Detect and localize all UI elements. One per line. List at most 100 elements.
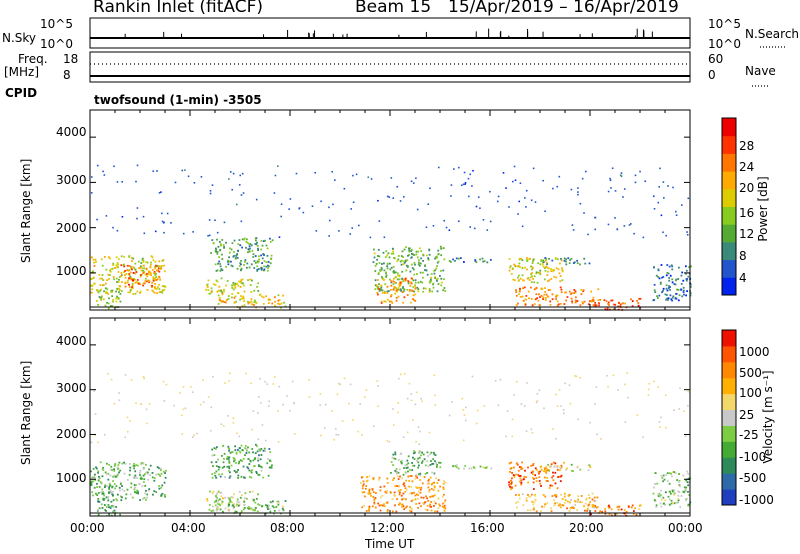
velocity-echo-pixel [254, 501, 257, 504]
power-echo-pixel [515, 294, 518, 297]
velocity-echo-pixel [241, 460, 244, 462]
power-echo-pixel [128, 286, 131, 288]
velocity-echo-pixel [433, 486, 436, 489]
power-echo-pixel [250, 298, 253, 301]
power-echo-pixel [542, 296, 545, 299]
velocity-echo-pixel [373, 503, 376, 506]
power-echo-pixel [153, 272, 155, 275]
velocity-echo-pixel [114, 475, 117, 478]
velocity-echo-pixel [604, 510, 607, 513]
velocity-echo-pixel [123, 461, 125, 464]
power-scatter-point [163, 231, 165, 234]
power-echo-pixel [402, 286, 404, 288]
velocity-echo-pixel [243, 503, 246, 506]
velocity-echo-pixel [396, 485, 398, 487]
power-echo-pixel [406, 294, 409, 296]
power-echo-pixel [255, 301, 257, 304]
velocity-echo-pixel [553, 499, 555, 502]
power-echo-pixel [531, 268, 533, 271]
velocity-echo-pixel [428, 489, 431, 491]
power-echo-pixel [263, 269, 265, 272]
power-echo-pixel [376, 258, 379, 261]
velocity-echo-pixel [128, 473, 131, 476]
velocity-echo-pixel [369, 492, 372, 495]
velocity-echo-pixel [660, 505, 663, 508]
power-echo-pixel [377, 273, 380, 275]
power-echo-pixel [540, 287, 543, 290]
velocity-echo-pixel [372, 477, 375, 480]
velocity-echo-pixel [272, 500, 274, 503]
velocity-echo-pixel [550, 507, 553, 510]
velocity-echo-pixel [403, 467, 405, 469]
power-echo-pixel [150, 274, 153, 276]
velocity-scatter-point [462, 439, 465, 442]
velocity-echo-pixel [379, 496, 382, 499]
velocity-scatter-point [266, 383, 269, 385]
power-echo-pixel [631, 300, 634, 303]
power-echo-pixel [631, 305, 634, 307]
velocity-echo-pixel [434, 510, 436, 513]
velocity-echo-pixel [121, 485, 123, 487]
power-echo-pixel [384, 283, 387, 286]
power-echo-pixel [524, 303, 527, 306]
velocity-echo-pixel [269, 451, 272, 453]
power-echo-pixel [161, 259, 164, 262]
velocity-echo-pixel [103, 494, 106, 497]
velocity-echo-pixel [391, 456, 394, 459]
velocity-echo-pixel [143, 496, 146, 499]
power-echo-pixel [398, 278, 401, 281]
velocity-echo-pixel [243, 506, 246, 509]
power-echo-pixel [531, 272, 533, 274]
velocity-echo-pixel [257, 465, 260, 467]
velocity-echo-pixel [243, 500, 246, 503]
power-echo-pixel [156, 265, 159, 267]
velocity-echo-pixel [260, 448, 263, 450]
nsearch-tick-top: 10^5 [708, 17, 741, 31]
power-echo-pixel [571, 301, 574, 304]
velocity-echo-pixel [233, 493, 235, 496]
power-echo-pixel [231, 284, 233, 287]
velocity-echo-pixel [113, 509, 116, 512]
power-echo-pixel [430, 276, 433, 279]
power-echo-pixel [161, 285, 164, 288]
power-echo-pixel [219, 290, 221, 293]
velocity-echo-pixel [254, 506, 257, 509]
power-echo-pixel [590, 290, 592, 293]
power-echo-pixel [142, 270, 145, 273]
velocity-echo-pixel [211, 473, 214, 476]
velocity-echo-pixel [419, 488, 422, 491]
velocity-echo-pixel [403, 485, 406, 487]
power-echo-pixel [99, 297, 102, 300]
velocity-ytick-2000: 2000 [56, 427, 87, 441]
xtick-2000: 20:00 [569, 521, 604, 535]
velocity-scatter-point [182, 408, 185, 411]
power-echo-pixel [374, 270, 377, 272]
velocity-echo-pixel [119, 483, 122, 485]
velocity-echo-pixel [441, 505, 444, 508]
power-echo-pixel [414, 284, 416, 287]
velocity-scatter-point [173, 404, 175, 407]
power-scatter-point [200, 176, 203, 178]
velocity-echo-pixel [110, 465, 113, 468]
velocity-echo-pixel [126, 478, 129, 481]
velocity-echo-pixel [550, 465, 553, 467]
velocity-scatter-point [361, 434, 363, 436]
velocity-echo-pixel [456, 464, 458, 467]
power-scatter-point [280, 203, 283, 206]
velocity-echo-pixel [381, 504, 384, 507]
velocity-echo-pixel [540, 468, 543, 471]
power-echo-pixel [528, 297, 530, 300]
velocity-echo-pixel [133, 486, 136, 489]
velocity-echo-pixel [241, 494, 243, 497]
velocity-echo-pixel [546, 502, 549, 505]
xtick-0800: 08:00 [270, 521, 305, 535]
velocity-echo-pixel [426, 509, 429, 512]
velocity-echo-pixel [116, 493, 119, 496]
velocity-echo-pixel [213, 472, 216, 475]
velocity-ylabel: Slant Range [km] [19, 360, 33, 465]
power-echo-pixel [436, 265, 438, 267]
velocity-echo-pixel [412, 452, 415, 455]
velocity-scatter-point [148, 402, 151, 405]
velocity-echo-pixel [674, 472, 677, 474]
power-echo-pixel [390, 300, 393, 303]
